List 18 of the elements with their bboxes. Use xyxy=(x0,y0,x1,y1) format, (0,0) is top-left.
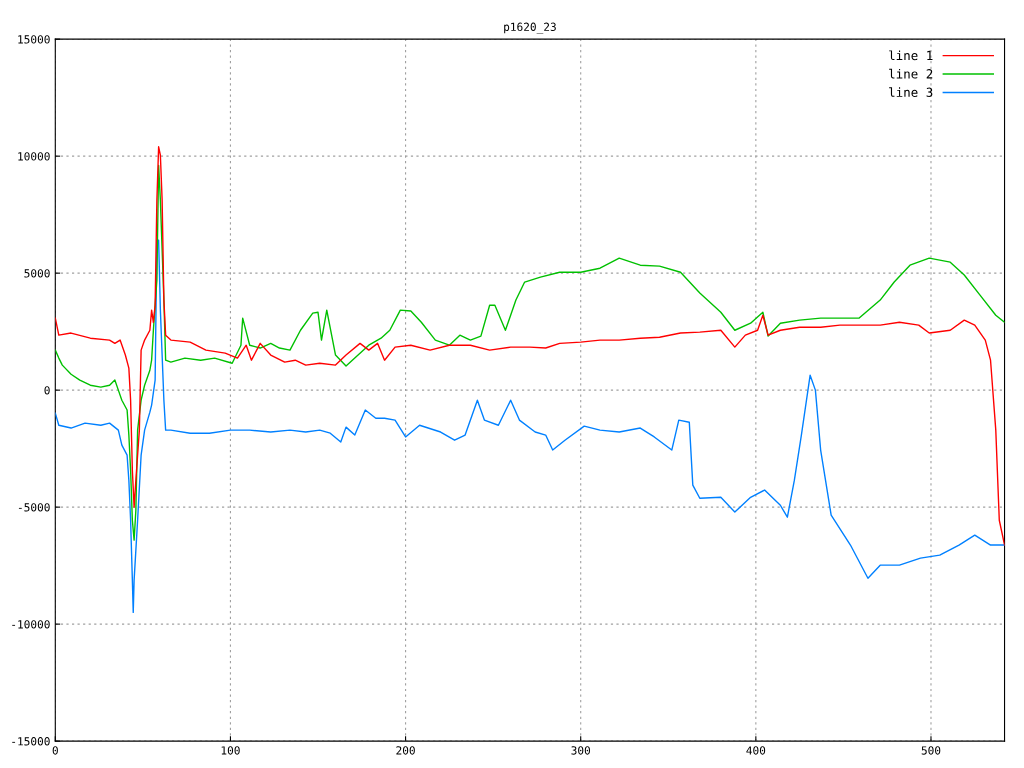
chart-title: p1620_23 xyxy=(504,22,556,34)
y-tick-label: 5000 xyxy=(24,269,50,278)
x-tick-label: 400 xyxy=(746,746,766,755)
y-tick-label: -5000 xyxy=(18,503,50,512)
x-tick-label: 0 xyxy=(52,746,58,755)
x-tick-label: 100 xyxy=(221,746,240,755)
legend-label: line 3 xyxy=(889,87,933,97)
line-series xyxy=(55,239,1005,614)
y-tick-label: 15000 xyxy=(18,35,50,44)
y-tick-label: -15000 xyxy=(12,737,50,746)
x-tick-label: 200 xyxy=(396,746,415,755)
legend-label: line 2 xyxy=(889,68,933,79)
x-tick-label: 300 xyxy=(571,746,591,755)
x-tick-label: 500 xyxy=(921,746,941,755)
y-tick-label: 10000 xyxy=(18,152,50,161)
y-tick-label: 0 xyxy=(44,386,50,395)
legend-label: line 1 xyxy=(889,50,933,61)
y-tick-label: -10000 xyxy=(12,620,50,629)
